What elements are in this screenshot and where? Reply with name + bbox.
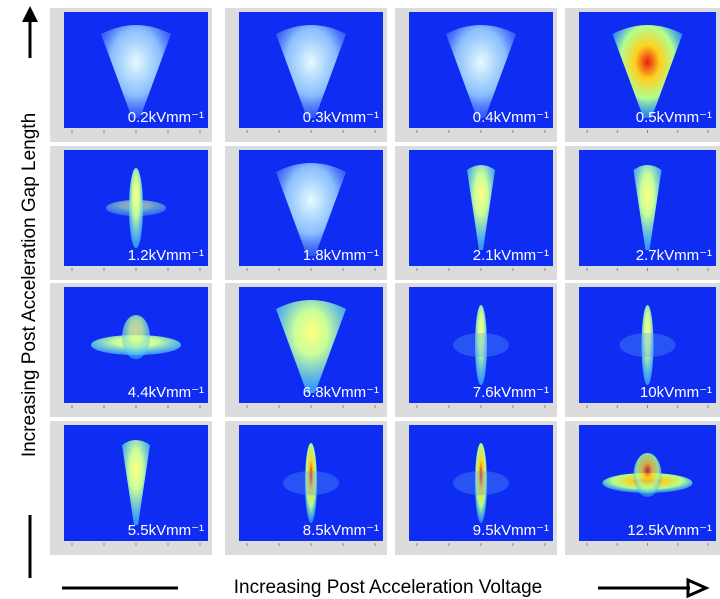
plume — [475, 305, 487, 385]
panel: 0.4kVmm⁻¹ — [395, 8, 557, 142]
panel-label: 1.2kVmm⁻¹ — [128, 247, 204, 264]
panel: 7.6kVmm⁻¹ — [395, 283, 557, 417]
panel-label: 0.5kVmm⁻¹ — [636, 109, 712, 126]
panel: 8.5kVmm⁻¹ — [225, 421, 387, 555]
plume — [101, 25, 171, 118]
plume — [475, 443, 487, 523]
arrow-head — [22, 6, 38, 22]
panel: 6.8kVmm⁻¹ — [225, 283, 387, 417]
panel: 0.2kVmm⁻¹ — [50, 8, 212, 142]
panel-label: 0.3kVmm⁻¹ — [303, 109, 379, 126]
panel: 12.5kVmm⁻¹ — [565, 421, 720, 555]
panel-label: 1.8kVmm⁻¹ — [303, 247, 379, 264]
panel-grid: 0.2kVmm⁻¹ 0.3kVmm⁻¹ 0.4kVmm⁻¹ 0.5kVmm⁻¹ 1.2k… — [50, 8, 720, 555]
plume — [122, 440, 150, 525]
x-axis-annotation: Increasing Post Acceleration Voltage — [62, 577, 710, 599]
panel: 4.4kVmm⁻¹ — [50, 283, 212, 417]
panel-label: 10kVmm⁻¹ — [640, 384, 712, 401]
panel-label: 2.7kVmm⁻¹ — [636, 247, 712, 264]
plume-halo — [453, 333, 509, 357]
plume — [641, 305, 654, 385]
panel: 2.1kVmm⁻¹ — [395, 146, 557, 280]
plume — [276, 163, 346, 256]
panel-label: 12.5kVmm⁻¹ — [627, 522, 712, 539]
plume-halo — [453, 471, 509, 495]
panel-label: 0.2kVmm⁻¹ — [128, 109, 204, 126]
panel-label: 6.8kVmm⁻¹ — [303, 384, 379, 401]
arrow-head — [686, 577, 710, 599]
panel-label: 4.4kVmm⁻¹ — [128, 384, 204, 401]
plume — [633, 165, 662, 250]
x-axis-label: Increasing Post Acceleration Voltage — [234, 577, 542, 598]
plume — [633, 453, 662, 497]
panel: 0.3kVmm⁻¹ — [225, 8, 387, 142]
panel: 0.5kVmm⁻¹ — [565, 8, 720, 142]
panel: 10kVmm⁻¹ — [565, 283, 720, 417]
panel-label: 2.1kVmm⁻¹ — [473, 247, 549, 264]
panel: 1.2kVmm⁻¹ — [50, 146, 212, 280]
plume — [276, 300, 346, 393]
y-axis-annotation: Increasing Post Acceleration Gap Length — [19, 6, 40, 578]
panel: 9.5kVmm⁻¹ — [395, 421, 557, 555]
plume — [122, 315, 150, 359]
panel: 5.5kVmm⁻¹ — [50, 421, 212, 555]
plume-halo — [619, 333, 676, 357]
y-axis-label: Increasing Post Acceleration Gap Length — [19, 113, 40, 457]
panel: 2.7kVmm⁻¹ — [565, 146, 720, 280]
panel-label: 9.5kVmm⁻¹ — [473, 522, 549, 539]
plume — [305, 443, 317, 523]
plume — [612, 25, 683, 118]
plume — [446, 25, 516, 118]
plume — [467, 165, 495, 250]
plume — [276, 25, 346, 118]
panel-label: 0.4kVmm⁻¹ — [473, 109, 549, 126]
panel-label: 8.5kVmm⁻¹ — [303, 522, 379, 539]
panel: 1.8kVmm⁻¹ — [225, 146, 387, 280]
panel-label: 7.6kVmm⁻¹ — [473, 384, 549, 401]
plume-halo — [283, 471, 339, 495]
panel-label: 5.5kVmm⁻¹ — [128, 522, 204, 539]
plume — [129, 168, 143, 248]
